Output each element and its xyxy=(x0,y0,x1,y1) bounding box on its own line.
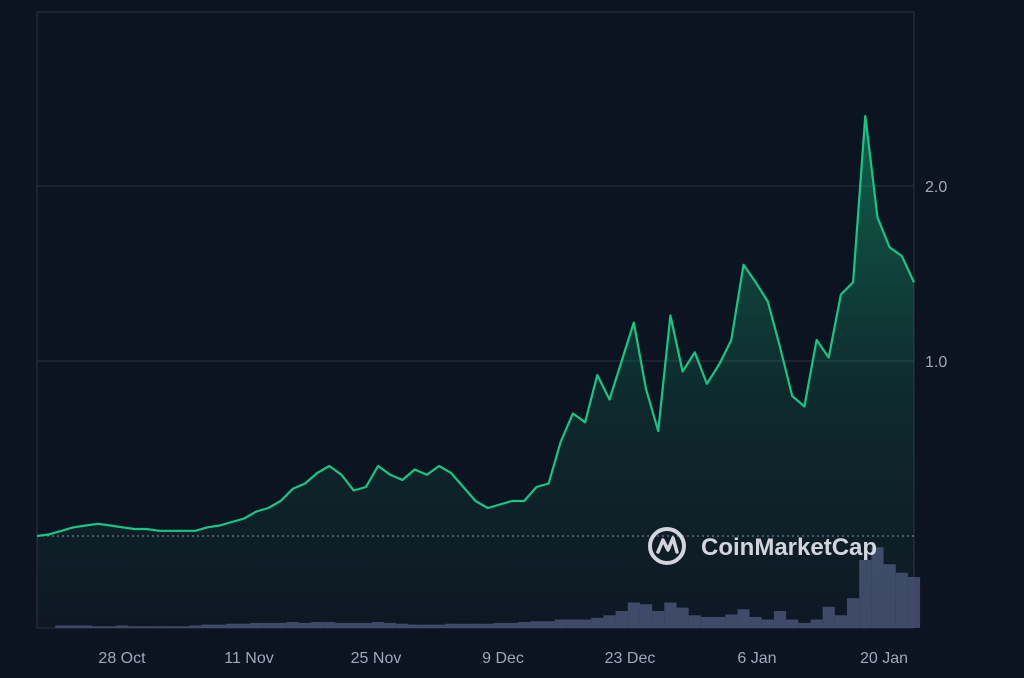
y-tick-label: 2.0 xyxy=(925,179,947,196)
price-line xyxy=(36,114,915,538)
watermark-text: CoinMarketCap xyxy=(701,534,877,561)
x-tick-label: 28 Oct xyxy=(98,650,146,667)
watermark: CoinMarketCap xyxy=(648,527,877,565)
x-tick-label: 23 Dec xyxy=(605,650,656,667)
y-tick-label: 1.0 xyxy=(925,354,947,371)
coinmarketcap-logo-icon xyxy=(648,527,686,565)
x-tick-label: 20 Jan xyxy=(860,650,908,667)
x-tick-label: 6 Jan xyxy=(737,650,776,667)
x-axis-ticks: 28 Oct 11 Nov 25 Nov 9 Dec 23 Dec 6 Jan 20 Jan xyxy=(98,650,908,667)
x-tick-label: 25 Nov xyxy=(351,650,402,667)
x-tick-label: 9 Dec xyxy=(482,650,524,667)
y-axis-ticks: 1.0 2.0 xyxy=(925,179,947,371)
price-area xyxy=(37,116,914,628)
x-tick-label: 11 Nov xyxy=(224,650,274,667)
